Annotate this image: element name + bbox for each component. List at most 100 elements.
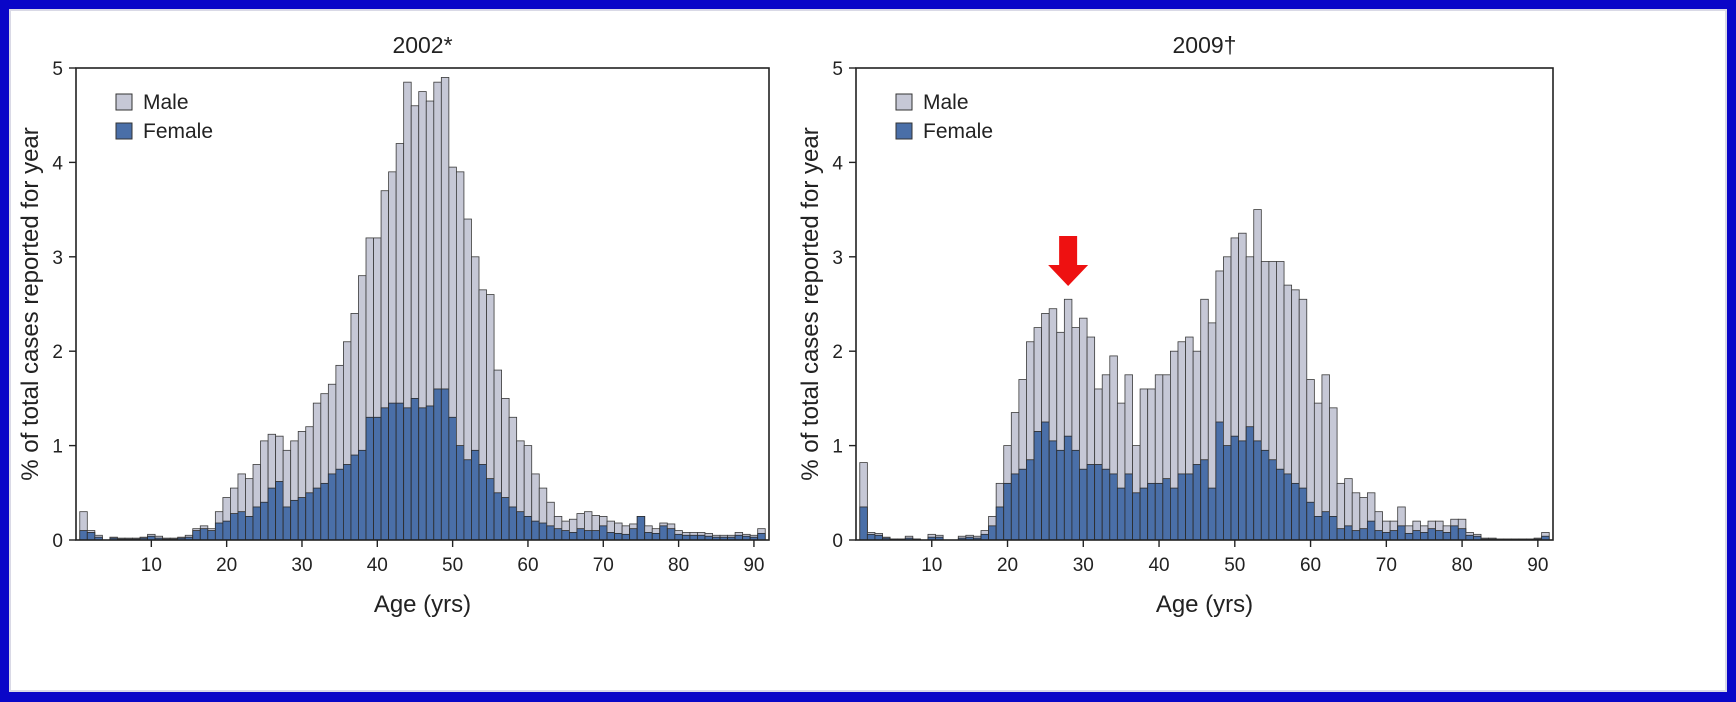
y-tick-label: 5 [52, 59, 63, 80]
bar-female [1071, 449, 1080, 541]
bar-female [290, 499, 299, 541]
x-tick-label: 10 [921, 555, 942, 576]
bar-female [674, 533, 683, 541]
bar-female [1389, 530, 1399, 541]
bar-female [1283, 473, 1293, 541]
bar-female [1435, 530, 1444, 541]
bar-female [995, 506, 1005, 541]
y-axis-title: % of total cases reported for year [797, 127, 824, 481]
bar-female [463, 459, 472, 541]
bar-female [471, 449, 480, 541]
bar-female [621, 533, 631, 541]
bar-female [365, 416, 374, 541]
bar-female [1132, 492, 1141, 541]
bar-female [222, 520, 231, 541]
bar-female [245, 515, 254, 541]
x-tick-label: 40 [367, 555, 388, 576]
bar-female [531, 520, 540, 541]
bar-female [659, 525, 668, 541]
bar-female [644, 532, 653, 541]
bar-female [260, 501, 269, 541]
bar-female [1003, 482, 1012, 541]
bar-female [207, 530, 216, 541]
legend-label-female: Female [143, 120, 213, 143]
bar-female [508, 506, 518, 541]
legend-swatch-male [895, 93, 913, 111]
y-tick-label: 2 [832, 342, 843, 363]
bar-female [988, 525, 997, 541]
bar-female [478, 464, 487, 541]
y-axis-title: % of total cases reported for year [17, 127, 44, 481]
bar-female [1420, 532, 1429, 541]
bar-female [1223, 445, 1232, 541]
bar-female [1457, 528, 1467, 541]
bar-female [305, 492, 314, 541]
x-tick-label: 20 [216, 555, 237, 576]
x-axis-title: Age (yrs) [1156, 591, 1253, 618]
bar-female [455, 445, 465, 541]
chart-1 [849, 67, 1554, 547]
bar-female [1139, 487, 1149, 541]
bar-female [433, 388, 442, 541]
y-tick-label: 4 [52, 153, 63, 174]
bar-female [1450, 525, 1459, 541]
bar-female [523, 515, 533, 541]
bar-female [1291, 482, 1300, 541]
plot-frame [855, 67, 1554, 541]
legend-label-female: Female [923, 120, 993, 143]
bar-female [493, 492, 502, 541]
bar-female [1306, 501, 1315, 541]
y-tick-label: 0 [832, 531, 843, 552]
bar-female [1359, 528, 1368, 541]
bar-female [380, 407, 390, 541]
bar-female [538, 522, 548, 541]
bar-female [358, 449, 367, 541]
bar-female [1238, 440, 1247, 541]
legend-swatch-female [895, 122, 913, 140]
x-tick-label: 30 [1073, 555, 1094, 576]
legend-swatch-female [115, 122, 133, 140]
bar-female [1207, 487, 1217, 541]
bar-female [1147, 482, 1156, 541]
bar-female [297, 497, 307, 541]
bar-female [1063, 435, 1073, 541]
bar-female [282, 506, 292, 541]
bar-female [1101, 468, 1111, 541]
bar-female [606, 532, 615, 541]
bar-female [1109, 473, 1118, 541]
bar-female [1382, 532, 1391, 541]
bar-female [448, 416, 457, 541]
bar-female [1185, 473, 1194, 541]
bar-female [636, 515, 646, 541]
legend-label-male: Male [143, 91, 189, 114]
bar-female [516, 511, 525, 541]
red-arrow-annotation [1048, 236, 1089, 286]
bar-female [591, 530, 600, 541]
bar-female [1276, 468, 1285, 541]
bar-female [1177, 473, 1186, 541]
bar-female [410, 397, 420, 541]
x-tick-label: 90 [1527, 555, 1548, 576]
bar-female [1048, 440, 1058, 541]
bar-female [1253, 440, 1262, 541]
bar-female [388, 402, 397, 541]
bar-female [1245, 426, 1255, 541]
bar-female [373, 416, 382, 541]
bar-female [327, 473, 337, 541]
bar-female [1427, 528, 1436, 541]
bar-female [546, 525, 555, 541]
bar-female [418, 407, 427, 541]
bar-female [1374, 530, 1383, 541]
bar-female [757, 532, 766, 541]
bar-female [1215, 421, 1224, 541]
bar-female [599, 525, 608, 541]
bar-female [1041, 421, 1050, 541]
x-tick-label: 10 [141, 555, 162, 576]
bar-female [214, 522, 224, 541]
bar-female [501, 497, 510, 541]
bar-female [568, 532, 578, 541]
x-tick-label: 50 [1224, 555, 1245, 576]
bar-female [1116, 487, 1126, 541]
bar-female [584, 530, 593, 541]
